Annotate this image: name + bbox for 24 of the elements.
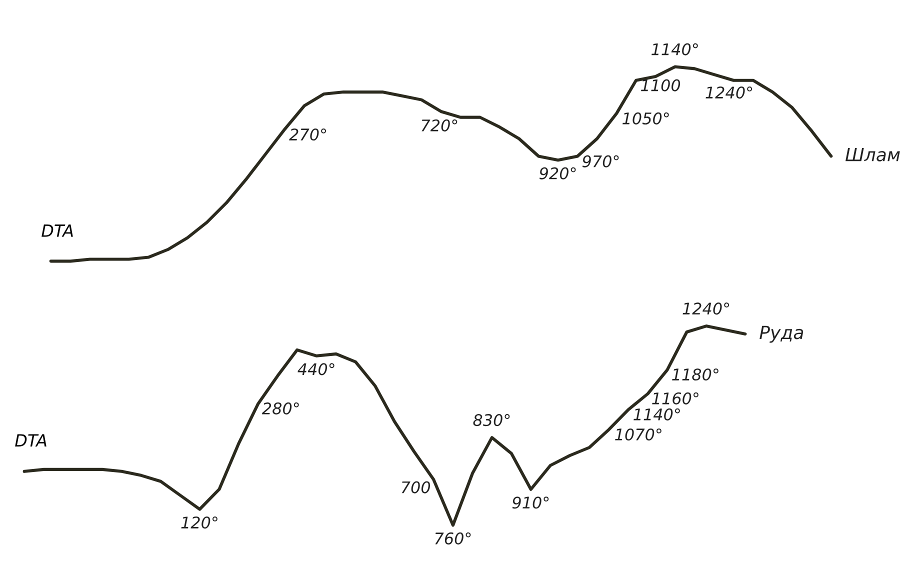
annotation: 1140° [652, 43, 698, 56]
annotation: 970° [582, 155, 619, 168]
annotation: 270° [289, 128, 326, 141]
annotation: 1240° [706, 86, 752, 99]
y-axis-title: DTA [42, 224, 73, 237]
annotation: 1160° [652, 392, 698, 404]
annotation: 910° [512, 496, 549, 509]
annotation: 1100 [641, 79, 680, 92]
annotation: 1240° [682, 302, 730, 315]
annotation: 920° [540, 167, 576, 180]
annotation: 720° [422, 119, 458, 132]
annotation: 1050° [622, 112, 669, 124]
annotation: 1140° [634, 408, 680, 420]
annotation: 1180° [672, 368, 718, 381]
series-label: Шлам [846, 148, 900, 162]
annotation: 760° [435, 532, 471, 544]
annotation: 120° [181, 516, 218, 529]
annotation: 280° [262, 402, 299, 414]
series-label: Руда [760, 326, 804, 343]
annotation: 1070° [615, 428, 662, 441]
y-axis-title: DTA [15, 434, 46, 446]
annotation: 700 [402, 481, 430, 494]
annotation: 440° [298, 363, 334, 376]
annotation: 830° [473, 414, 510, 426]
